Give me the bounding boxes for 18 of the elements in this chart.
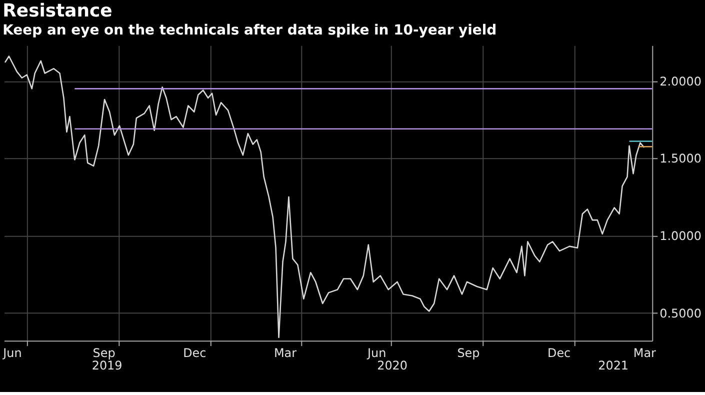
x-tick-label: Mar	[274, 346, 297, 360]
chart-subtitle: Keep an eye on the technicals after data spike in 10-year yield	[2, 22, 497, 38]
y-tick-label: 1.5000	[660, 152, 702, 166]
text: 2021	[598, 358, 629, 373]
x-tick-label: Jun	[366, 346, 386, 360]
x-tick-label: Mar	[633, 346, 656, 360]
x-tick-label: Sep	[457, 346, 480, 360]
y-tick-label: 0.5000	[660, 306, 702, 320]
x-tick-label: Sep	[92, 346, 116, 360]
x-tick-label: Jun	[2, 346, 22, 360]
x-tick-label: Dec	[547, 346, 571, 360]
y-tick-label: 2.0000	[660, 74, 702, 88]
line-series	[4, 56, 645, 338]
text: 2020	[377, 358, 408, 373]
text: 2019	[92, 358, 122, 373]
y-tick-label: 1.0000	[660, 228, 702, 243]
x-tick-label: Dec	[183, 346, 206, 360]
chart-title: Resistance	[2, 0, 112, 22]
